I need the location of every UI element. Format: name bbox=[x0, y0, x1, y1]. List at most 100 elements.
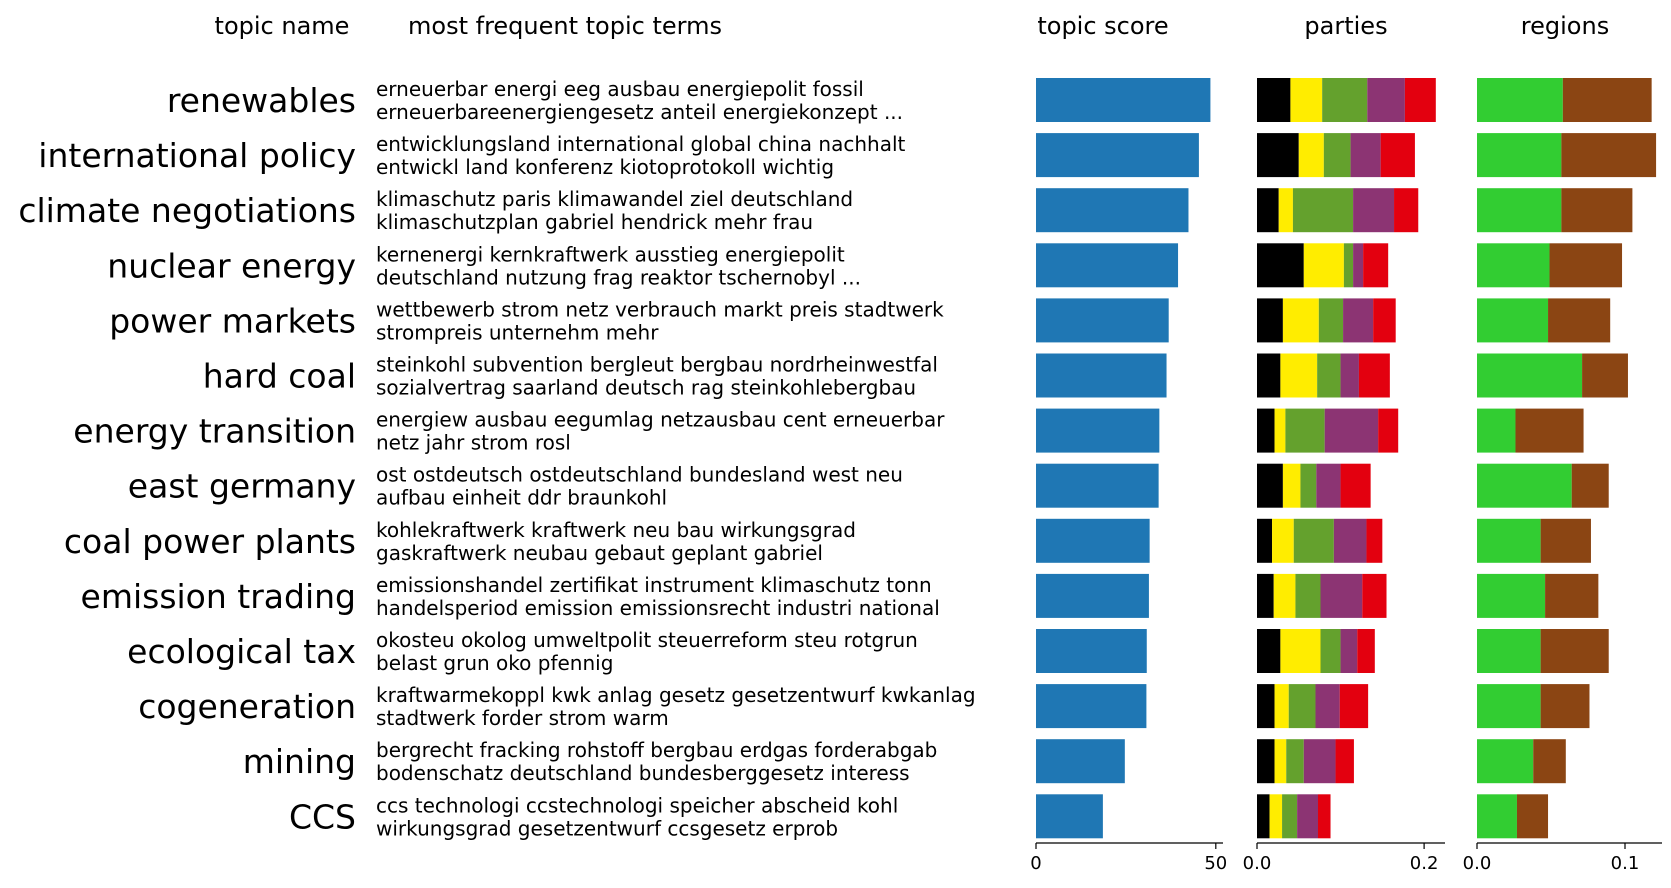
parties-segment bbox=[1285, 408, 1325, 453]
parties-segment bbox=[1378, 408, 1399, 453]
parties-segment bbox=[1273, 573, 1296, 618]
header-parties: parties bbox=[1304, 12, 1387, 40]
topic-score-bar bbox=[1036, 684, 1147, 729]
parties-segment bbox=[1274, 684, 1289, 729]
regions-segment bbox=[1515, 408, 1584, 453]
topic-name-label: international policy bbox=[38, 136, 356, 175]
parties-segment bbox=[1290, 78, 1323, 122]
topic-terms-line: ccs technologi ccstechnologi speicher ab… bbox=[376, 793, 898, 817]
regions-tick-label: 0.0 bbox=[1463, 853, 1492, 874]
topic-name-label: CCS bbox=[289, 797, 356, 836]
axes-layer: 0 50 0.0 0.2 0.0 0.1 bbox=[1030, 842, 1662, 874]
parties-segment bbox=[1358, 353, 1390, 398]
topic-rows: renewables erneuerbar energi eeg ausbau e… bbox=[18, 77, 975, 840]
topic-name-label: ecological tax bbox=[127, 632, 356, 671]
parties-segment bbox=[1315, 684, 1340, 729]
parties-segment bbox=[1257, 794, 1270, 839]
topic-score-bar bbox=[1036, 794, 1103, 839]
topic-terms-line: aufbau einheit ddr braunkohl bbox=[376, 486, 667, 510]
topic-terms-line: strompreis unternehm mehr bbox=[376, 320, 659, 344]
parties-segment bbox=[1320, 629, 1341, 673]
topic-score-bar bbox=[1036, 629, 1147, 673]
parties-segment bbox=[1363, 243, 1389, 288]
parties-segment bbox=[1404, 78, 1436, 122]
parties-segment bbox=[1257, 298, 1283, 343]
regions-segment bbox=[1477, 739, 1534, 784]
topic_score-tick-label: 0 bbox=[1030, 853, 1041, 874]
topic-score-bar bbox=[1036, 573, 1149, 618]
regions-segment bbox=[1477, 573, 1546, 618]
parties-segment bbox=[1394, 188, 1419, 233]
parties-segment bbox=[1300, 463, 1317, 508]
regions-segment bbox=[1477, 243, 1550, 288]
parties-segment bbox=[1257, 133, 1299, 178]
parties-segment bbox=[1257, 739, 1275, 784]
topic-terms-line: gaskraftwerk neubau gebaut geplant gabri… bbox=[376, 541, 823, 565]
parties-segment bbox=[1343, 243, 1354, 288]
parties-segment bbox=[1288, 684, 1316, 729]
parties-segment bbox=[1340, 463, 1371, 508]
topic-terms-line: sozialvertrag saarland deutsch rag stein… bbox=[376, 376, 916, 400]
parties-segment bbox=[1333, 518, 1367, 563]
parties-segment bbox=[1282, 298, 1319, 343]
header-topic-name: topic name bbox=[215, 12, 350, 40]
regions-segment bbox=[1477, 629, 1541, 673]
parties-segment bbox=[1257, 78, 1291, 122]
topic-terms-line: wettbewerb strom netz verbrauch markt pr… bbox=[376, 297, 944, 321]
topic-name-label: power markets bbox=[109, 301, 356, 340]
regions-segment bbox=[1549, 243, 1623, 288]
topic-terms-line: kernenergi kernkraftwerk ausstieg energi… bbox=[376, 242, 845, 266]
topic-terms-line: stadtwerk forder strom warm bbox=[376, 706, 669, 730]
topic-name-label: nuclear energy bbox=[107, 246, 356, 285]
topic-terms-line: energiew ausbau eegumlag netzausbau cent… bbox=[376, 408, 945, 432]
parties-segment bbox=[1323, 133, 1351, 178]
topic-name-label: hard coal bbox=[203, 357, 356, 396]
regions-segment bbox=[1477, 353, 1583, 398]
header-score: topic score bbox=[1037, 12, 1168, 40]
topic-terms-line: bodenschatz deutschland bundesberggesetz… bbox=[376, 761, 910, 785]
parties-segment bbox=[1298, 133, 1324, 178]
parties-segment bbox=[1257, 353, 1281, 398]
parties-segment bbox=[1335, 739, 1354, 784]
regions-segment bbox=[1548, 298, 1611, 343]
topic-score-bar bbox=[1036, 188, 1189, 233]
regions-segment bbox=[1477, 794, 1517, 839]
parties-segment bbox=[1316, 463, 1341, 508]
parties-segment bbox=[1317, 794, 1331, 839]
regions-segment bbox=[1477, 518, 1541, 563]
parties-segment bbox=[1293, 518, 1334, 563]
topic-name-label: mining bbox=[243, 742, 356, 781]
topic-score-bar bbox=[1036, 133, 1199, 178]
topic-name-label: cogeneration bbox=[138, 687, 356, 726]
parties-segment bbox=[1350, 133, 1381, 178]
topic-score-bar bbox=[1036, 353, 1167, 398]
regions-segment bbox=[1477, 298, 1549, 343]
topic-name-label: climate negotiations bbox=[18, 191, 356, 230]
topic-score-bar bbox=[1036, 518, 1150, 563]
parties-segment bbox=[1297, 794, 1318, 839]
topic-terms-line: steinkohl subvention bergleut bergbau no… bbox=[376, 353, 938, 377]
header-terms: most frequent topic terms bbox=[408, 12, 722, 40]
parties-segment bbox=[1257, 408, 1275, 453]
parties-segment bbox=[1257, 629, 1281, 673]
topic_score-tick-label: 50 bbox=[1204, 853, 1227, 874]
topic-terms-line: entwickl land konferenz kiotoprotokoll w… bbox=[376, 155, 834, 179]
topic-score-bar bbox=[1036, 243, 1179, 288]
topic-score-bar bbox=[1036, 739, 1125, 784]
regions-segment bbox=[1571, 463, 1609, 508]
topic-terms-line: klimaschutzplan gabriel hendrick mehr fr… bbox=[376, 210, 813, 234]
topic-terms-line: handelsperiod emission emissionsrecht in… bbox=[376, 596, 940, 620]
parties-segment bbox=[1340, 353, 1359, 398]
topic-terms-line: okosteu okolog umweltpolit steuerreform … bbox=[376, 628, 918, 652]
parties-segment bbox=[1366, 518, 1383, 563]
topic-terms-line: belast grun oko pfennig bbox=[376, 651, 613, 675]
parties-segment bbox=[1362, 573, 1387, 618]
topic-score-bar bbox=[1036, 463, 1159, 508]
parties-segment bbox=[1353, 188, 1395, 233]
topic-name-label: east germany bbox=[128, 467, 356, 506]
regions-segment bbox=[1561, 188, 1633, 233]
parties-segment bbox=[1274, 739, 1287, 784]
topic-score-bar bbox=[1036, 78, 1211, 122]
topic-score-bar bbox=[1036, 298, 1169, 343]
regions-segment bbox=[1540, 629, 1609, 673]
